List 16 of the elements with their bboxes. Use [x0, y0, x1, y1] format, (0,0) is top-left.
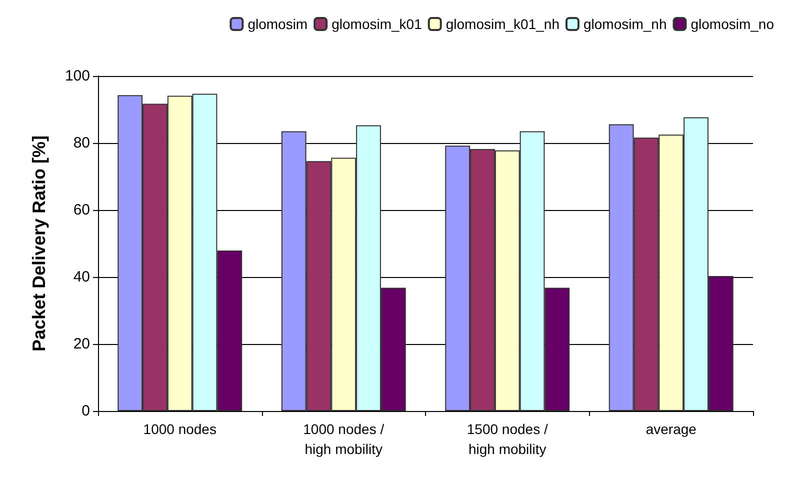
legend-label: glomosim_k01_nh	[446, 16, 560, 32]
legend-label: glomosim_no	[690, 16, 774, 32]
legend-label: glomosim_k01	[332, 16, 422, 32]
y-tick-label: 40	[73, 268, 90, 286]
y-axis-title: Packet Delivery Ratio [%]	[29, 135, 49, 352]
y-tick-label: 20	[73, 336, 90, 352]
legend-label: glomosim_nh	[583, 16, 667, 32]
x-tick-label: average	[646, 421, 697, 437]
y-tick-label: 60	[73, 202, 90, 218]
x-tick-label: 1000 nodes / high mobility	[303, 421, 384, 457]
y-tick-label: 100	[64, 68, 90, 84]
y-tick-label: 0	[82, 402, 90, 420]
y-tick-label: 80	[73, 134, 90, 152]
legend-label: glomosim	[248, 16, 308, 32]
x-tick-label: 1000 nodes	[143, 421, 216, 437]
x-tick-label: 1500 nodes / high mobility	[466, 421, 548, 457]
